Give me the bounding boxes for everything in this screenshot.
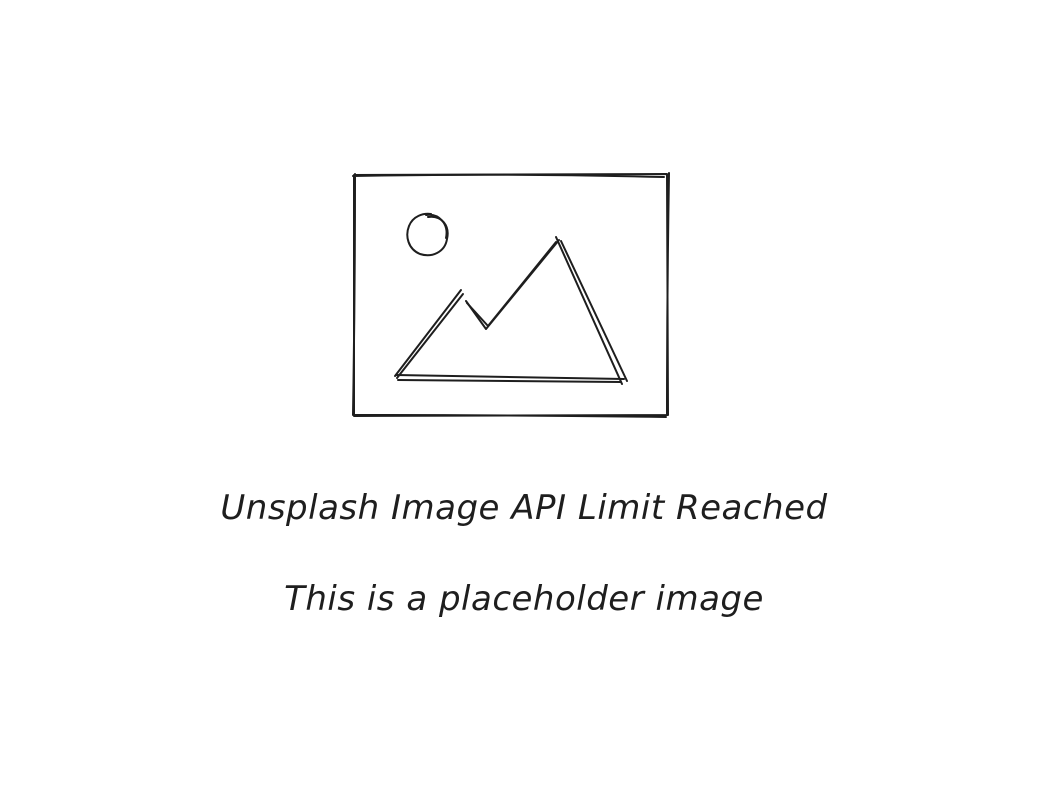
sun-circle — [406, 212, 449, 257]
frame-outline — [352, 172, 670, 418]
placeholder-subtitle: This is a placeholder image — [284, 579, 764, 619]
mountains — [394, 236, 628, 385]
image-placeholder-icon — [352, 172, 670, 418]
placeholder-title: Unsplash Image API Limit Reached — [220, 488, 828, 528]
